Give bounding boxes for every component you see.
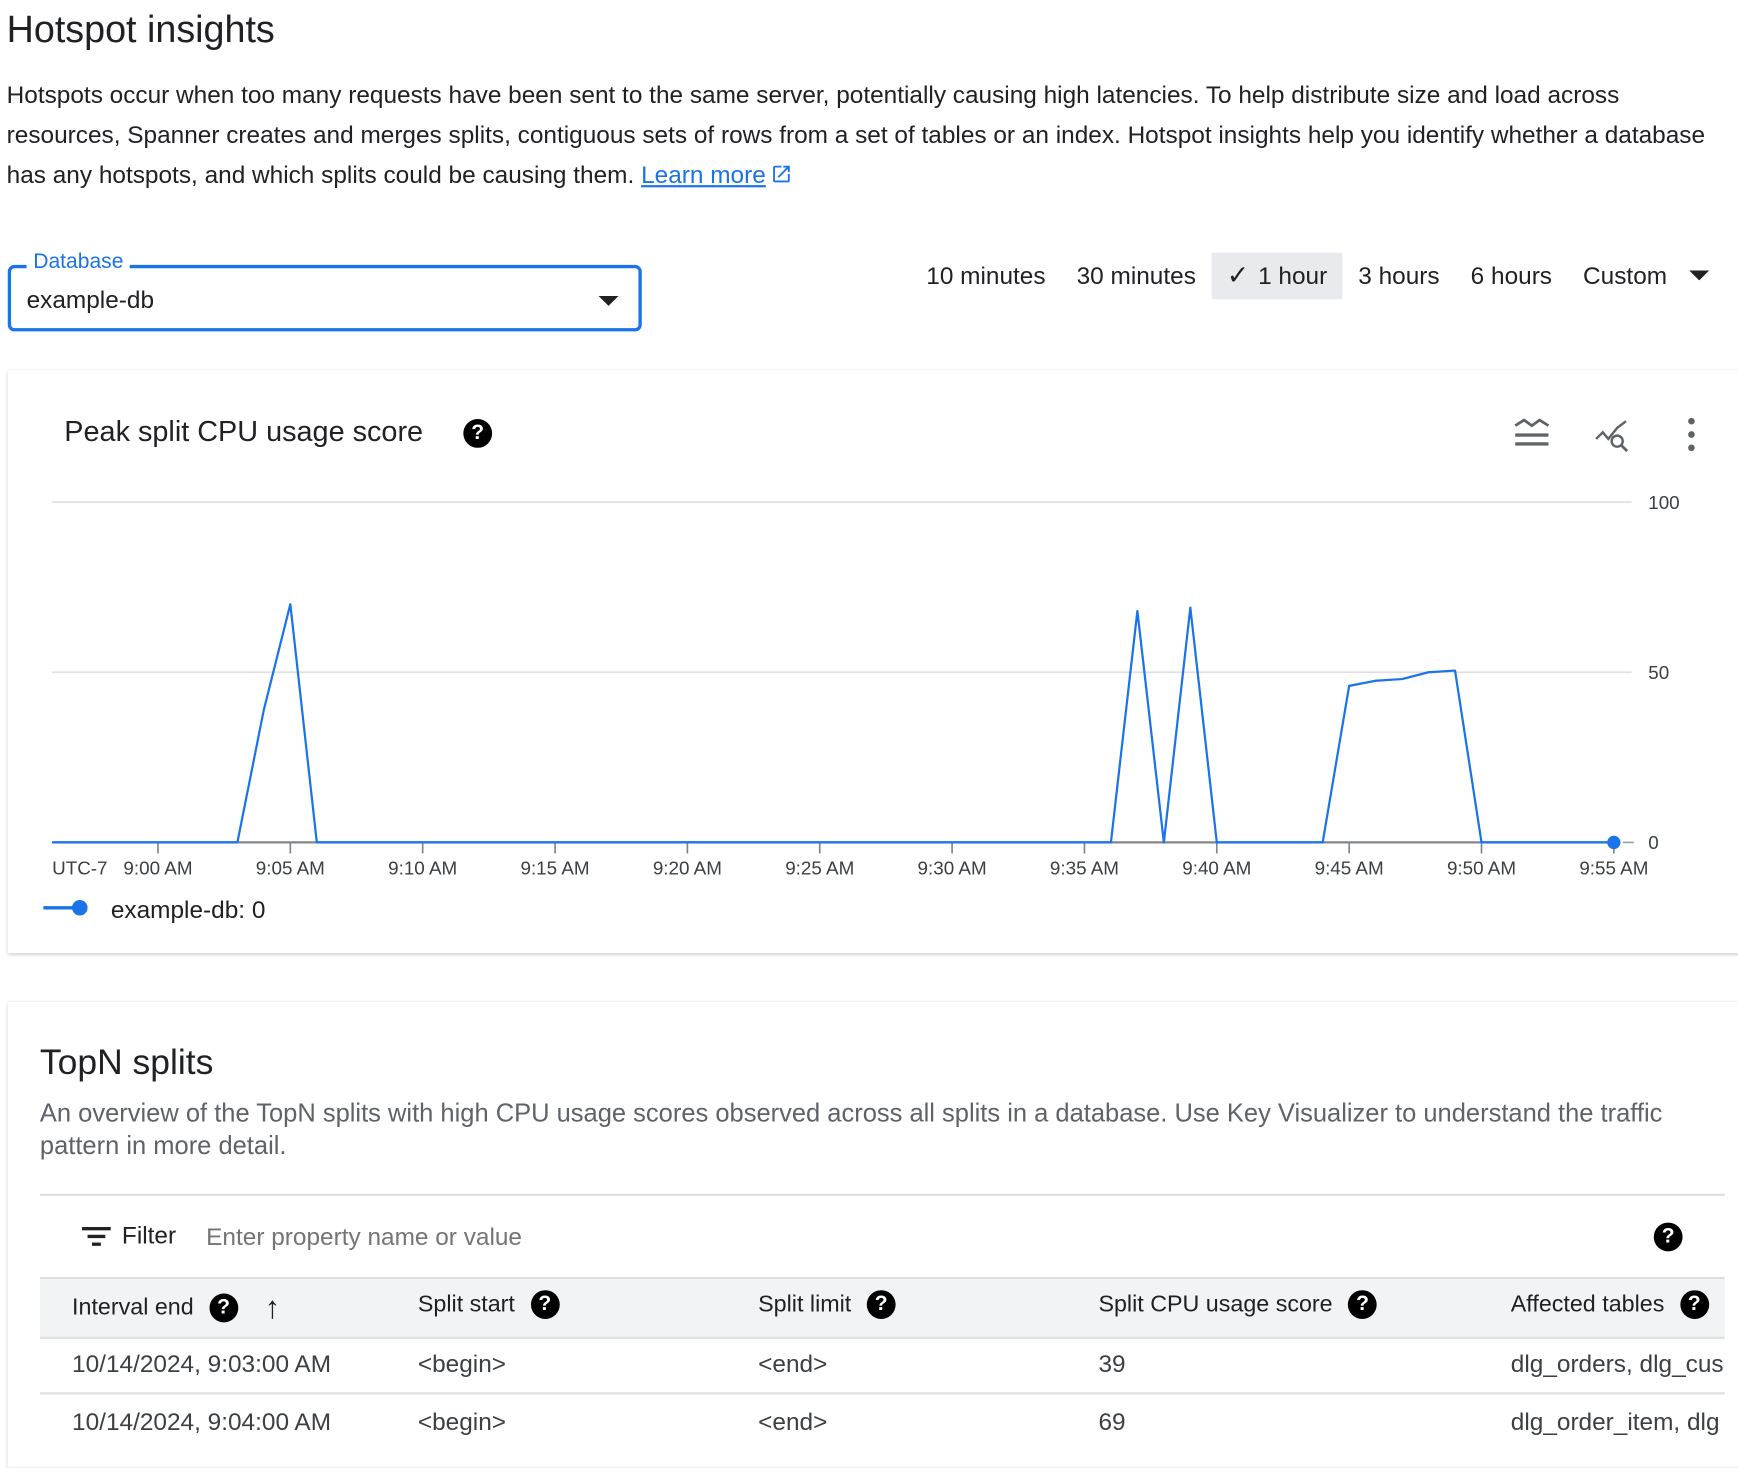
legend-toggle-icon[interactable] — [1513, 417, 1551, 450]
data-point — [1607, 835, 1621, 850]
x-tick-label: 9:20 AM — [653, 858, 722, 879]
learn-more-link[interactable]: Learn more — [641, 160, 766, 189]
help-icon[interactable]: ? — [866, 1290, 896, 1320]
column-split-limit[interactable]: Split limit? — [758, 1290, 896, 1320]
database-select[interactable]: Database example-db — [7, 250, 642, 332]
cell-cpu-score: 69 — [1098, 1407, 1126, 1436]
dropdown-arrow-icon — [1689, 270, 1710, 281]
topn-title: TopN splits — [39, 1041, 214, 1082]
x-tick-label: 9:25 AM — [785, 858, 854, 879]
range-label: 1 hour — [1258, 261, 1328, 290]
y-tick-label: 0 — [1648, 832, 1658, 853]
chart-title: Peak split CPU usage score — [64, 414, 424, 448]
range-6-hours[interactable]: 6 hours — [1470, 261, 1553, 290]
help-icon[interactable]: ? — [1348, 1290, 1377, 1320]
range-10-minutes[interactable]: 10 minutes — [926, 261, 1046, 290]
dropdown-arrow-icon — [598, 295, 619, 306]
x-tick-label: 9:40 AM — [1182, 858, 1251, 879]
external-link-icon — [772, 165, 790, 183]
topn-description: An overview of the TopN splits with high… — [39, 1098, 1663, 1160]
range-1-hour[interactable]: ✓ 1 hour — [1211, 252, 1343, 300]
range-custom[interactable]: Custom — [1568, 253, 1723, 300]
check-icon: ✓ — [1226, 260, 1250, 291]
cpu-usage-chart: 0 50 100 UTC-7 9:00 AM 9:05 AM 9:10 AM 9:15 AM 9… — [52, 492, 1680, 879]
cell-affected-tables: dlg_orders, dlg_cus — [1510, 1350, 1724, 1378]
series-line-example-db — [52, 603, 1614, 844]
chart-card: Peak split CPU usage score ? 0 50 100 UTC-7… — [7, 370, 1738, 954]
help-icon[interactable]: ? — [1679, 1290, 1709, 1320]
filter-icon — [82, 1227, 111, 1246]
divider — [39, 1193, 1725, 1196]
help-icon[interactable]: ? — [463, 418, 493, 448]
explore-chart-icon[interactable] — [1595, 419, 1630, 453]
cell-split-start: <begin> — [417, 1350, 507, 1378]
x-tick-label: 9:55 AM — [1579, 858, 1648, 879]
cell-cpu-score: 39 — [1098, 1350, 1126, 1378]
cell-split-limit: <end> — [758, 1350, 828, 1378]
legend-line-icon — [43, 900, 88, 916]
column-split-start[interactable]: Split start? — [417, 1290, 560, 1320]
y-tick-label: 100 — [1648, 492, 1679, 513]
x-tick-label: 9:45 AM — [1315, 858, 1384, 879]
table-row[interactable] — [39, 1337, 1725, 1395]
legend-value: 0 — [251, 895, 266, 924]
cell-interval-end: 10/14/2024, 9:03:00 AM — [72, 1350, 332, 1378]
column-label: Split limit — [758, 1291, 852, 1317]
database-value: example-db — [26, 285, 155, 314]
database-label: Database — [26, 250, 131, 275]
column-label: Split start — [417, 1291, 515, 1317]
timezone-label: UTC-7 — [52, 858, 107, 879]
range-label: Custom — [1583, 261, 1668, 290]
help-icon[interactable]: ? — [209, 1293, 239, 1323]
cell-affected-tables: dlg_order_item, dlg — [1510, 1407, 1720, 1436]
cell-split-limit: <end> — [758, 1407, 828, 1436]
column-label: Interval end — [72, 1294, 194, 1321]
filter-input[interactable] — [203, 1217, 1317, 1257]
help-icon[interactable]: ? — [530, 1290, 560, 1320]
y-tick-label: 50 — [1648, 662, 1669, 683]
filter-help-icon[interactable]: ? — [1653, 1222, 1683, 1252]
page-title: Hotspot insights — [6, 8, 275, 51]
x-tick-label: 9:30 AM — [918, 858, 987, 879]
column-interval-end[interactable]: Interval end? ↑ — [72, 1290, 280, 1325]
x-tick-label: 9:50 AM — [1447, 858, 1516, 879]
x-tick-label: 9:35 AM — [1050, 858, 1119, 879]
sort-ascending-icon[interactable]: ↑ — [264, 1290, 281, 1325]
column-affected-tables[interactable]: Affected tables? — [1510, 1290, 1733, 1320]
x-tick-label: 9:15 AM — [520, 858, 589, 879]
legend-entry: example-db: 0 — [111, 896, 266, 925]
page-description: Hotspots occur when too many requests ha… — [7, 75, 1736, 195]
cell-interval-end: 10/14/2024, 9:04:00 AM — [72, 1407, 332, 1436]
column-label: Affected tables — [1510, 1291, 1665, 1317]
legend-label: example-db: — [110, 895, 246, 924]
column-label: Split CPU usage score — [1098, 1291, 1333, 1317]
cell-split-start: <begin> — [417, 1407, 507, 1436]
time-range-selector: 10 minutes 30 minutes ✓ 1 hour 3 hours 6 … — [911, 252, 1723, 300]
x-tick-label: 9:00 AM — [123, 858, 192, 879]
x-tick-label: 9:05 AM — [256, 858, 325, 879]
range-3-hours[interactable]: 3 hours — [1358, 261, 1440, 290]
range-30-minutes[interactable]: 30 minutes — [1076, 261, 1196, 290]
description-text: Hotspots occur when too many requests ha… — [6, 80, 1706, 189]
more-options-icon[interactable] — [1684, 417, 1700, 452]
filter-label: Filter — [121, 1221, 177, 1250]
column-cpu-score[interactable]: Split CPU usage score? — [1098, 1290, 1377, 1320]
x-tick-label: 9:10 AM — [388, 858, 457, 879]
